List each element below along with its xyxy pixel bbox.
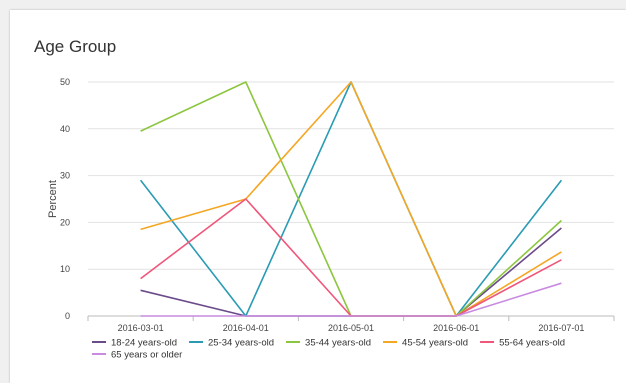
y-tick-label: 0 <box>65 311 70 321</box>
y-tick-label: 40 <box>60 124 70 134</box>
legend-item[interactable]: 18-24 years-old <box>92 338 177 349</box>
y-tick-label: 30 <box>60 171 70 181</box>
y-axis-ticks: 0 10 20 30 40 50 <box>60 77 70 321</box>
chart-card: Age Group 0 10 20 30 40 50 2016-03-01 2016-04-… <box>10 10 626 383</box>
y-tick-label: 20 <box>60 217 70 227</box>
legend-item[interactable]: 55-64 years-old <box>480 338 565 349</box>
legend: 18-24 years-old 25-34 years-old 35-44 year… <box>92 338 565 361</box>
legend-label: 35-44 years-old <box>305 338 371 349</box>
legend-label: 55-64 years-old <box>499 338 565 349</box>
legend-item[interactable]: 65 years or older <box>92 350 182 361</box>
legend-label: 65 years or older <box>111 350 182 361</box>
legend-item[interactable]: 35-44 years-old <box>286 338 371 349</box>
series-line-45-54-years-old <box>140 81 562 317</box>
x-tick-label: 2016-07-01 <box>538 323 584 333</box>
x-axis-ticks: 2016-03-01 2016-04-01 2016-05-01 2016-06-01… <box>87 316 615 333</box>
x-tick-label: 2016-03-01 <box>118 323 164 333</box>
series-line-55-64-years-old <box>140 198 562 317</box>
series-line-65-years-or-older <box>140 282 562 317</box>
y-tick-label: 50 <box>60 77 70 87</box>
chart-title: Age Group <box>34 37 117 56</box>
legend-item[interactable]: 45-54 years-old <box>383 338 468 349</box>
legend-label: 45-54 years-old <box>402 338 468 349</box>
line-chart: 0 10 20 30 40 50 2016-03-01 2016-04-01 2016-05-… <box>47 77 615 361</box>
y-tick-label: 10 <box>60 264 70 274</box>
x-tick-label: 2016-06-01 <box>433 323 479 333</box>
x-tick-label: 2016-04-01 <box>223 323 269 333</box>
x-tick-label: 2016-05-01 <box>328 323 374 333</box>
series-layer <box>139 81 563 317</box>
legend-label: 18-24 years-old <box>111 338 177 349</box>
legend-label: 25-34 years-old <box>208 338 274 349</box>
grid-layer <box>88 81 614 317</box>
legend-item[interactable]: 25-34 years-old <box>189 338 274 349</box>
y-axis-label: Percent <box>47 180 59 218</box>
